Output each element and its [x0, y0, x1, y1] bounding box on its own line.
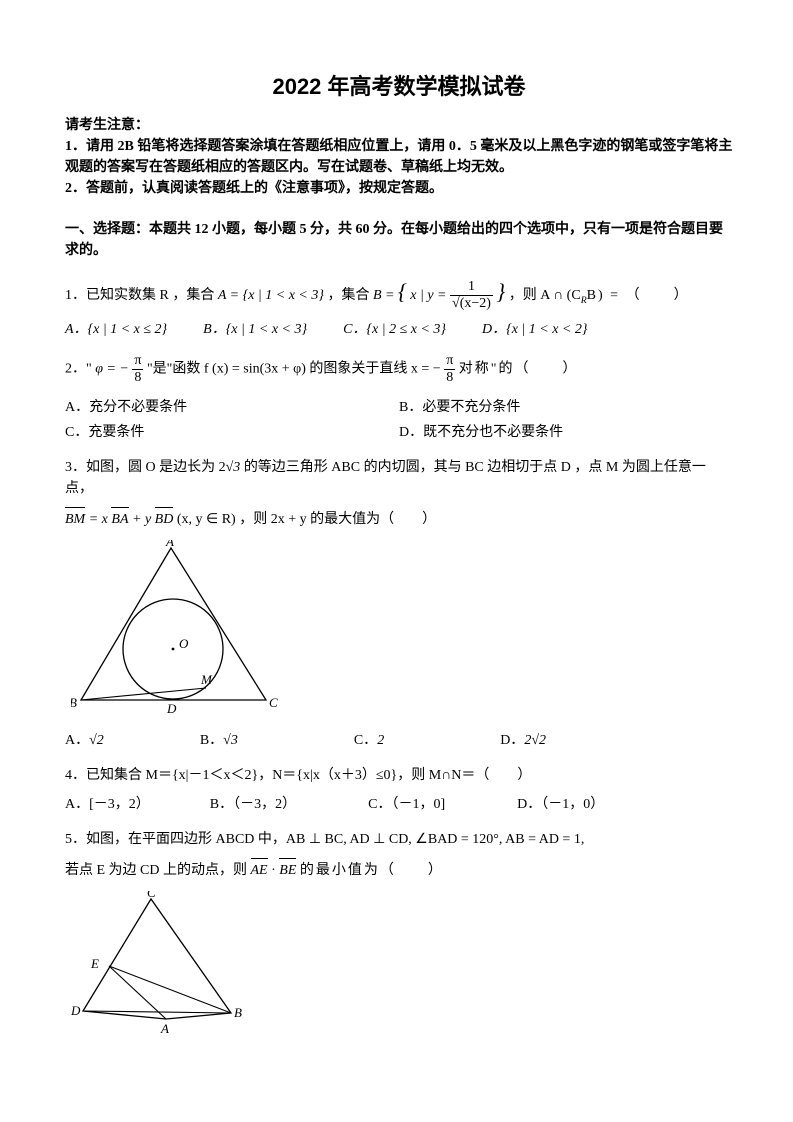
label-c: C — [269, 695, 278, 710]
q1-options: A．{x | 1 < x ≤ 2} B．{x | 1 < x < 3} C．{x… — [65, 319, 733, 340]
q2-opt-a: A．充分不必要条件 — [65, 397, 399, 418]
q3-vec-bm: BM — [65, 509, 85, 530]
q3-options: A．√2 B．√3 C．2 D．2√2 — [65, 730, 733, 751]
q2-frac1: π 8 — [132, 354, 143, 385]
q3-cond: (x, y ∈ R) ，则 2x + y 的最大值为（ ） — [177, 512, 436, 527]
section-1-title: 一、选择题：本题共 12 小题，每小题 5 分，共 60 分。在每小题给出的四个… — [65, 219, 733, 261]
q1-set-b-inner-pre: x | y = — [410, 288, 450, 303]
label-d: D — [166, 701, 177, 715]
q3-opt-a-val: √2 — [89, 733, 104, 748]
q3-opt-b: B．√3 — [200, 730, 238, 751]
q3-sqrt3: √3 — [226, 460, 241, 475]
q1-tail: ，则 A ∩ (C — [509, 288, 581, 303]
q1-tail2: B) = （ ） — [587, 288, 690, 303]
q2-frac2: π 8 — [444, 354, 455, 385]
q1-set-a: A = {x | 1 < x < 3} — [218, 288, 324, 303]
q2-opt-c: C．充要条件 — [65, 422, 399, 443]
q4-opt-d: D．（－1，0） — [517, 794, 604, 815]
q2-eight1: 8 — [132, 370, 143, 385]
q1-brace-l: { — [398, 279, 407, 304]
q3-opt-c: C．2 — [354, 730, 384, 751]
q3-eq: = x — [89, 512, 108, 527]
q5-figure: C E D A B — [71, 891, 733, 1048]
line-be — [109, 966, 231, 1013]
q1-opt-c: C．{x | 2 ≤ x < 3} — [343, 319, 446, 340]
label-b: B — [71, 695, 77, 710]
q5-line2-pre: 若点 E 为边 CD 上的动点，则 — [65, 863, 251, 878]
q1-mid: ，集合 — [327, 288, 373, 303]
q5-vec-ae: AE — [251, 860, 268, 881]
q1-frac-num: 1 — [450, 280, 493, 296]
question-4: 4．已知集合 M＝{x|－1＜x＜2}，N＝{x|x（x＋3）≤0}，则 M∩N… — [65, 765, 733, 786]
question-5-line2: 若点 E 为边 CD 上的动点，则 AE · BE 的最小值为（ ） — [65, 860, 733, 881]
question-5-line1: 5．如图，在平面四边形 ABCD 中，AB ⊥ BC, AD ⊥ CD, ∠BA… — [65, 829, 733, 850]
notice-item-1: 1．请用 2B 铅笔将选择题答案涂填在答题纸相应位置上，请用 0．5 毫米及以上… — [65, 136, 733, 178]
label-b: B — [234, 1005, 242, 1020]
q3-opt-c-pre: C． — [354, 733, 377, 748]
q1-set-b-pre: B = — [373, 288, 398, 303]
triangle-incircle-svg: A B C D O M — [71, 540, 281, 715]
q3-plus: + y — [132, 512, 151, 527]
q3-opt-d: D．2√2 — [500, 730, 546, 751]
question-3-line1: 3．如图，圆 O 是边长为 2√3 的等边三角形 ABC 的内切圆，其与 BC … — [65, 457, 733, 499]
question-1: 1．已知实数集 R ，集合 A = {x | 1 < x < 3} ，集合 B … — [65, 275, 733, 311]
q3-opt-b-val: √3 — [223, 733, 238, 748]
q4-opt-c: C．（－1，0] — [368, 794, 445, 815]
q2-pi1: π — [132, 354, 143, 370]
notice-header: 请考生注意： — [65, 115, 733, 136]
notice-item-2: 2．答题前，认真阅读答题纸上的《注意事项》，按规定答题。 — [65, 178, 733, 199]
q3-vec-bd: BD — [155, 509, 174, 530]
q2-mid1: "是"函数 f (x) = sin(3x + φ) 的图象关于直线 x = − — [147, 362, 444, 377]
q3-opt-d-pre: D． — [500, 733, 524, 748]
q3-opt-c-val: 2 — [377, 733, 384, 748]
q3-line1-pre: 3．如图，圆 O 是边长为 2 — [65, 460, 226, 475]
q3-opt-a: A．√2 — [65, 730, 104, 751]
q2-pi2: π — [444, 354, 455, 370]
q3-vec-ba: BA — [111, 509, 128, 530]
q5-line2-post: 的最小值为（ ） — [300, 863, 444, 878]
q1-opt-a: A．{x | 1 < x ≤ 2} — [65, 319, 167, 340]
q1-frac-den: √(x−2) — [450, 296, 493, 311]
question-3-line2: BM = x BA + y BD (x, y ∈ R) ，则 2x + y 的最… — [65, 509, 733, 530]
q3-opt-b-pre: B． — [200, 733, 223, 748]
q3-figure: A B C D O M — [71, 540, 733, 722]
q3-opt-d-val: 2√2 — [524, 733, 546, 748]
q4-opt-a: A．[－3，2） — [65, 794, 150, 815]
label-d: D — [71, 1003, 81, 1018]
q2-options: A．充分不必要条件 B．必要不充分条件 C．充要条件 D．既不充分也不必要条件 — [65, 393, 733, 443]
label-a: A — [160, 1021, 169, 1036]
q1-opt-b: B．{x | 1 < x < 3} — [203, 319, 307, 340]
q3-opt-a-pre: A． — [65, 733, 89, 748]
center-dot — [172, 648, 175, 651]
label-c: C — [147, 891, 156, 900]
q5-vec-be: BE — [279, 860, 296, 881]
q2-eight2: 8 — [444, 370, 455, 385]
q2-phi: φ = − — [95, 362, 132, 377]
q2-mid2: 对称"的（ ） — [459, 362, 579, 377]
quadrilateral-svg: C E D A B — [71, 891, 246, 1041]
page-title: 2022 年高考数学模拟试卷 — [65, 70, 733, 103]
question-2: 2．" φ = − π 8 "是"函数 f (x) = sin(3x + φ) … — [65, 354, 733, 385]
q1-stem-prefix: 1．已知实数集 R ，集合 — [65, 288, 218, 303]
q5-dot: · — [271, 863, 279, 878]
q2-opt-d: D．既不充分也不必要条件 — [399, 422, 733, 443]
triangle — [81, 548, 266, 700]
label-o: O — [179, 636, 189, 651]
q1-fraction: 1 √(x−2) — [450, 280, 493, 311]
exam-page: 2022 年高考数学模拟试卷 请考生注意： 1．请用 2B 铅笔将选择题答案涂填… — [0, 0, 793, 1122]
q1-brace-r: } — [496, 279, 505, 304]
label-a: A — [165, 540, 174, 549]
q2-opt-b: B．必要不充分条件 — [399, 397, 733, 418]
label-m: M — [200, 672, 213, 687]
q1-opt-d: D．{x | 1 < x < 2} — [482, 319, 587, 340]
q4-options: A．[－3，2） B．（－3，2） C．（－1，0] D．（－1，0） — [65, 794, 733, 815]
q4-opt-b: B．（－3，2） — [210, 794, 296, 815]
label-e: E — [90, 956, 99, 971]
q2-pre: 2．" — [65, 362, 95, 377]
quad-outline — [83, 899, 231, 1019]
